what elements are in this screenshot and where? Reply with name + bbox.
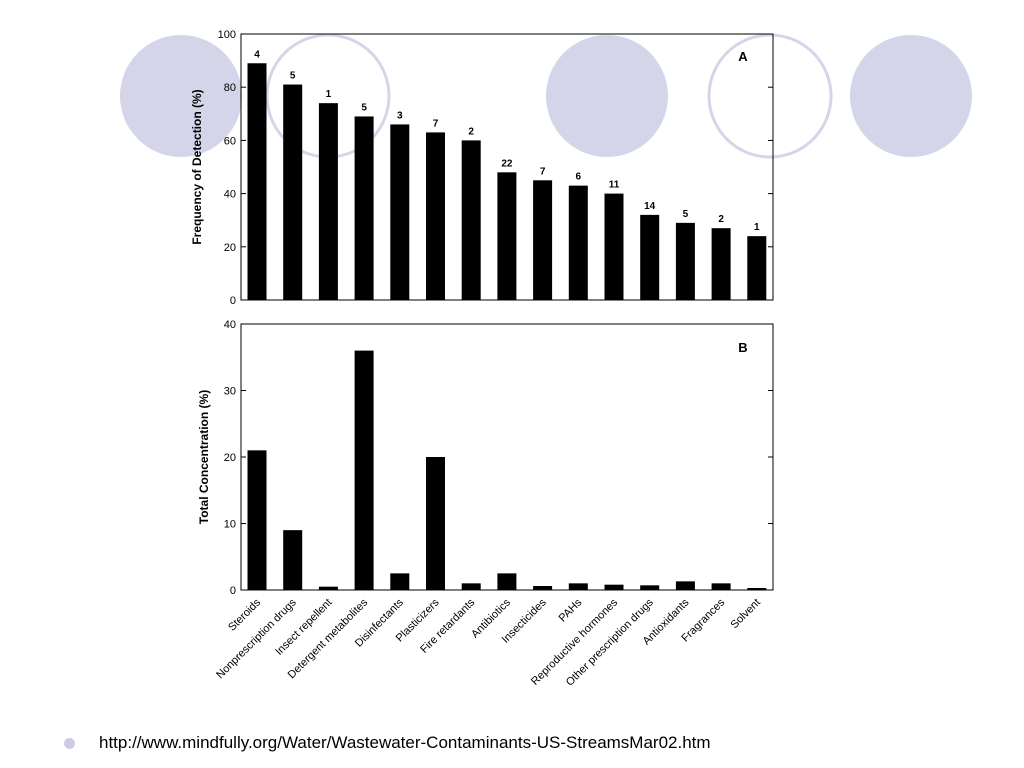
- bar: [747, 236, 767, 300]
- bar-count-label: 1: [754, 222, 760, 233]
- y-tick-label: 100: [218, 29, 236, 41]
- panel-a-letter: A: [738, 49, 748, 64]
- category-label: Solvent: [728, 597, 762, 631]
- bar: [461, 583, 481, 590]
- bar: [247, 63, 267, 301]
- bar: [604, 193, 624, 300]
- bar-count-label: 2: [468, 126, 474, 137]
- panel-b-bars: [247, 350, 767, 590]
- bar-count-label: 5: [290, 71, 296, 82]
- bar-count-label: 7: [540, 166, 546, 177]
- bar: [604, 584, 624, 590]
- bar-count-label: 5: [361, 102, 367, 113]
- y-tick-label: 20: [224, 242, 236, 254]
- bar-count-label: 7: [433, 118, 439, 129]
- decor-circle-filled: [850, 35, 972, 157]
- bar: [675, 581, 695, 590]
- y-tick-label: 30: [224, 386, 236, 398]
- y-tick-label: 40: [224, 189, 236, 201]
- bar: [390, 573, 410, 590]
- bar-count-label: 5: [683, 209, 689, 220]
- panel-b-frame: [240, 323, 774, 591]
- bar: [711, 228, 731, 300]
- panel-b: B Total Concentration (%) 0 10 20 30 40 Ster…: [197, 319, 774, 689]
- bar: [426, 457, 445, 590]
- panel-a-bars: [247, 63, 767, 301]
- bar: [675, 222, 695, 300]
- bar-count-label: 1: [326, 89, 332, 100]
- bar: [426, 132, 445, 300]
- bar: [354, 350, 374, 590]
- source-url[interactable]: http://www.mindfully.org/Water/Wastewate…: [99, 733, 711, 752]
- panel-b-letter: B: [738, 340, 747, 355]
- panel-b-y-axis-label: Total Concentration (%): [197, 390, 211, 524]
- y-tick-label: 80: [224, 82, 236, 94]
- bar-count-label: 14: [644, 201, 656, 212]
- bar: [568, 185, 588, 300]
- decor-circle-filled: [120, 35, 242, 157]
- footer-source: http://www.mindfully.org/Water/Wastewate…: [64, 731, 711, 755]
- bar: [461, 140, 481, 300]
- bar-count-label: 6: [576, 172, 582, 183]
- y-tick-label: 40: [224, 319, 236, 331]
- bar: [640, 214, 660, 300]
- bar-count-label: 3: [397, 110, 403, 121]
- bar: [711, 583, 731, 590]
- bar: [283, 530, 303, 590]
- y-tick-label: 60: [224, 135, 236, 147]
- panel-a-y-axis-label: Frequency of Detection (%): [190, 89, 204, 244]
- bar: [354, 116, 374, 301]
- bar: [283, 84, 303, 300]
- panel-b-y-ticks: 0 10 20 30 40: [224, 319, 773, 597]
- bar: [533, 180, 553, 300]
- bar-count-label: 22: [501, 158, 513, 169]
- bar: [318, 103, 338, 300]
- panel-a: A Frequency of Detection (%) 0 20 40 60 80 10…: [190, 29, 774, 307]
- bar-count-label: 11: [609, 180, 620, 191]
- bar: [390, 124, 410, 300]
- panel-a-y-ticks: 0 20 40 60 80 100: [218, 29, 773, 307]
- decor-circle-outline: [707, 33, 833, 159]
- y-tick-label: 0: [230, 585, 236, 597]
- decor-circle-filled: [546, 35, 668, 157]
- bar: [568, 583, 588, 590]
- y-tick-label: 0: [230, 295, 236, 307]
- bar: [747, 588, 767, 590]
- bar: [247, 450, 267, 590]
- bar-count-label: 2: [718, 214, 724, 225]
- bar: [318, 586, 338, 590]
- bar-count-label: 4: [254, 49, 260, 60]
- bar: [497, 573, 517, 590]
- bar: [533, 586, 553, 590]
- bullet-icon: [64, 737, 75, 749]
- bar: [640, 585, 660, 590]
- category-label: PAHs: [557, 596, 585, 624]
- y-tick-label: 20: [224, 452, 236, 464]
- y-tick-label: 10: [224, 519, 236, 531]
- bar: [497, 172, 517, 300]
